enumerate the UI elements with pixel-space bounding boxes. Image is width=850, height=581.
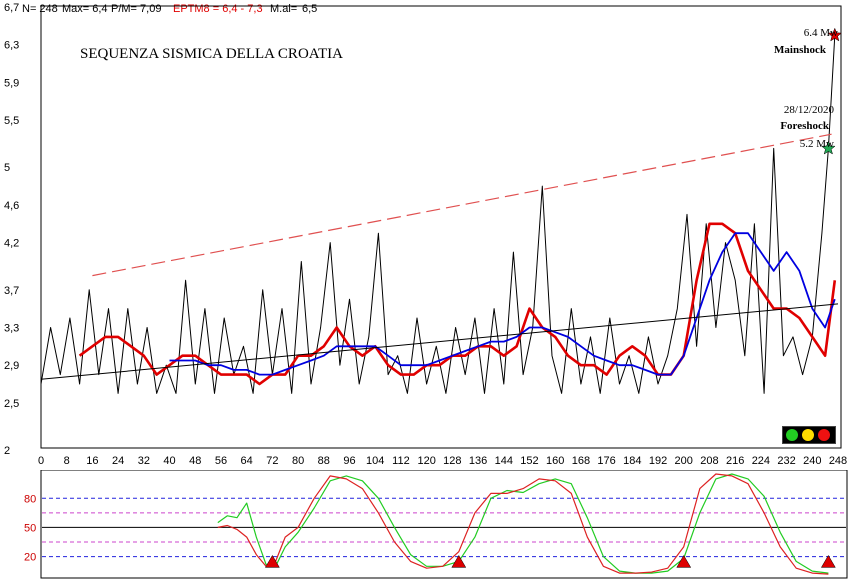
x-tick-label: 160 (546, 455, 564, 467)
x-tick-label: 144 (495, 455, 513, 467)
y-tick-label: 5,9 (4, 77, 19, 89)
n-count: N= 248 (22, 3, 58, 15)
main-series (40, 35, 839, 394)
x-tick-label: 136 (469, 455, 487, 467)
oscillator-series (217, 473, 829, 575)
x-tick-label: 32 (138, 455, 150, 467)
y-tick-label: 2,5 (4, 398, 19, 410)
osc-y-tick-label: 80 (24, 493, 36, 505)
x-tick-label: 80 (292, 455, 304, 467)
y-tick-label: 4,2 (4, 238, 19, 250)
main-ticks: 0 8 16 24 32 40 48 56 64 72 80 88 96 104 112 120 128 136 1… (4, 2, 847, 467)
x-tick-label: 176 (597, 455, 615, 467)
osc-y-tick-label: 20 (24, 552, 36, 564)
x-tick-label: 232 (777, 455, 795, 467)
max-value: Max= 6,4 (62, 3, 108, 15)
green-light-icon (786, 429, 798, 441)
foreshock-star-icon (821, 140, 836, 155)
oscillator-green-line (217, 473, 829, 574)
signal-triangle-icon (820, 554, 836, 568)
signal-triangle-icon (676, 554, 692, 568)
foreshock-date-label: 28/12/2020 (784, 104, 835, 116)
annotations: 6.4 Mw Mainshock 28/12/2020 Foreshock 5.… (774, 27, 838, 150)
y-tick-label: 6,3 (4, 40, 19, 52)
trend-dashed-line (92, 133, 832, 277)
x-tick-label: 24 (112, 455, 124, 467)
y-tick-label: 4,6 (4, 200, 19, 212)
oscillator-ticks: 20 50 80 (24, 493, 36, 563)
x-tick-label: 128 (443, 455, 461, 467)
osc-y-tick-label: 50 (24, 522, 36, 534)
signal-triangle-icon (264, 554, 280, 568)
x-tick-label: 200 (675, 455, 693, 467)
x-tick-label: 216 (726, 455, 744, 467)
mal-label: M.al= (270, 3, 298, 15)
reference-lines (42, 497, 846, 558)
oscillator-chart: 20 50 80 (24, 470, 848, 579)
x-tick-label: 0 (38, 455, 44, 467)
main-chart: SEQUENZA SISMICA DELLA CROATIA 0 8 16 24 32 4… (4, 2, 847, 467)
x-tick-label: 8 (64, 455, 70, 467)
x-tick-label: 192 (649, 455, 667, 467)
x-tick-label: 16 (86, 455, 98, 467)
y-tick-label: 5 (4, 162, 10, 174)
mainshock-label: Mainshock (774, 44, 827, 56)
x-tick-label: 104 (366, 455, 384, 467)
x-tick-label: 168 (572, 455, 590, 467)
y-tick-label: 3,7 (4, 285, 19, 297)
red-light-icon (818, 429, 830, 441)
mainshock-mw-label: 6.4 Mw (804, 27, 838, 39)
y-tick-label: 6,7 (4, 2, 19, 14)
header-bar: N= 248 Max= 6,4 P/M= 7,09 EPTM8 = 6,4 - … (0, 0, 850, 18)
mainshock-star-icon (827, 27, 843, 42)
yellow-light-icon (802, 429, 814, 441)
x-tick-label: 64 (241, 455, 253, 467)
x-tick-label: 40 (163, 455, 175, 467)
x-tick-label: 224 (752, 455, 770, 467)
eptm-value: EPTM8 = 6,4 - 7,3 (173, 3, 263, 15)
foreshock-label: Foreshock (780, 120, 830, 132)
moving-average-blue-line (169, 232, 836, 376)
oscillator-markers (264, 554, 836, 568)
traffic-lights (782, 426, 836, 444)
x-tick-label: 96 (343, 455, 355, 467)
x-tick-label: 240 (803, 455, 821, 467)
x-tick-label: 88 (318, 455, 330, 467)
foreshock-mw-label: 5.2 Mw (800, 138, 834, 150)
y-tick-label: 3,3 (4, 322, 19, 334)
x-tick-label: 56 (215, 455, 227, 467)
x-tick-label: 248 (829, 455, 847, 467)
mal-value: 6,5 (302, 3, 318, 15)
x-tick-label: 208 (700, 455, 718, 467)
main-markers (821, 27, 843, 155)
x-tick-label: 112 (392, 455, 410, 467)
x-tick-label: 72 (266, 455, 278, 467)
signal-triangle-icon (451, 554, 467, 568)
oscillator-frame (40, 470, 848, 579)
y-tick-label: 5,5 (4, 115, 19, 127)
regression-line-line (40, 303, 839, 380)
x-tick-label: 120 (417, 455, 435, 467)
x-tick-label: 48 (189, 455, 201, 467)
y-tick-label: 2,9 (4, 360, 19, 372)
chart-title: SEQUENZA SISMICA DELLA CROATIA (80, 46, 343, 62)
y-tick-label: 2 (4, 445, 10, 457)
plot-frame (40, 5, 842, 449)
magnitude-line (40, 35, 836, 394)
x-tick-label: 184 (623, 455, 641, 467)
x-tick-label: 152 (520, 455, 538, 467)
pm-value: P/M= 7,09 (111, 3, 162, 15)
oscillator-red-line (217, 473, 829, 575)
